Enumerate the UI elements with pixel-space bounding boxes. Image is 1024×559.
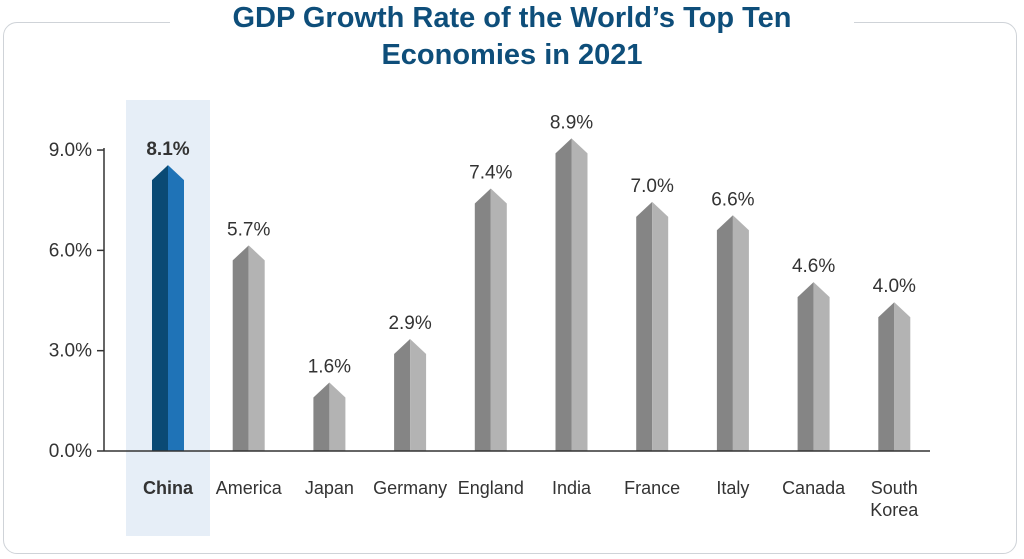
bar-left-face — [878, 302, 895, 451]
bar-right-face — [652, 201, 669, 451]
bar-left-face — [394, 339, 411, 451]
bar-value-label: 6.6% — [711, 189, 754, 210]
bar-south-korea — [878, 302, 911, 451]
bar-value-label: 7.0% — [631, 176, 674, 197]
bar-value-label: 4.0% — [873, 276, 916, 297]
y-tick-label: 9.0% — [49, 140, 92, 161]
bar-right-face — [248, 245, 265, 451]
y-tick-label: 0.0% — [49, 441, 92, 462]
category-label: China — [143, 478, 194, 498]
bar-left-face — [636, 201, 653, 451]
category-label: Canada — [782, 478, 846, 498]
bar-left-face — [232, 245, 249, 451]
category-label: South — [871, 478, 918, 498]
bar-china — [152, 165, 184, 452]
bar-right-face — [410, 339, 427, 451]
bar-right-face — [894, 302, 911, 451]
bar-value-label: 4.6% — [792, 256, 835, 277]
category-label: America — [216, 478, 283, 498]
bar-italy — [716, 215, 749, 451]
y-tick-label: 3.0% — [49, 341, 92, 362]
bar-india — [555, 138, 588, 451]
bar-left-face — [716, 215, 733, 451]
bar-value-label: 2.9% — [388, 313, 431, 334]
bar-left-face — [474, 188, 491, 451]
category-label: India — [552, 478, 592, 498]
bar-france — [636, 201, 669, 451]
bar-value-label: 5.7% — [227, 219, 270, 240]
y-tick-label: 6.0% — [49, 240, 92, 261]
category-label: France — [624, 478, 680, 498]
category-label: England — [458, 478, 524, 498]
bar-value-label: 8.1% — [146, 139, 189, 160]
bar-right-face — [490, 188, 507, 451]
bar-left-face — [555, 138, 572, 451]
chart-title-line-1: GDP Growth Rate of the World’s Top Ten — [232, 2, 792, 34]
category-label: Italy — [716, 478, 749, 498]
bar-value-label: 7.4% — [469, 163, 512, 184]
category-label: Japan — [305, 478, 354, 498]
bar-left-face — [152, 165, 168, 452]
bar-england — [474, 188, 507, 451]
bar-japan — [313, 382, 346, 451]
bar-right-face — [732, 215, 749, 451]
bar-right-face — [571, 138, 588, 451]
category-label: Korea — [870, 500, 919, 520]
bar-right-face — [329, 382, 346, 451]
chart-title: GDP Growth Rate of the World’s Top Ten E… — [170, 0, 854, 74]
bar-left-face — [797, 282, 814, 451]
bar-canada — [797, 282, 830, 451]
bar-left-face — [313, 382, 330, 451]
bar-right-face — [813, 282, 830, 451]
bar-value-label: 1.6% — [308, 356, 351, 377]
chart-title-line-2: Economies in 2021 — [381, 39, 643, 71]
category-label: Germany — [373, 478, 447, 498]
bar-america — [232, 245, 265, 451]
bar-value-label: 8.9% — [550, 112, 593, 133]
bar-germany — [394, 339, 427, 451]
bar-right-face — [168, 165, 184, 452]
